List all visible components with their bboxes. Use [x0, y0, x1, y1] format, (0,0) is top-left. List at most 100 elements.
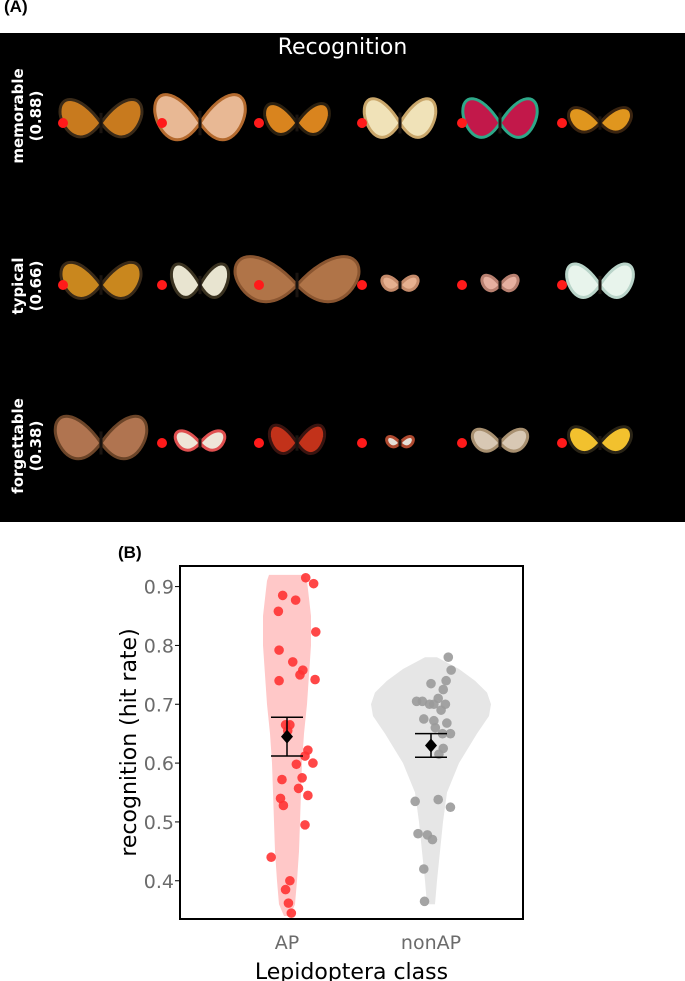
red-fixation-dot — [557, 438, 567, 448]
data-point — [311, 627, 321, 637]
data-point — [443, 652, 454, 662]
butterfly-thumbnail — [565, 262, 635, 299]
data-point — [445, 728, 456, 739]
data-point — [419, 864, 429, 874]
y-axis-label: recognition (hit rate) — [117, 628, 142, 856]
data-point — [278, 800, 289, 811]
data-point — [300, 751, 310, 761]
data-point — [430, 722, 441, 733]
data-point — [291, 759, 302, 770]
butterfly-thumbnail — [470, 427, 530, 453]
butterfly-thumbnail — [153, 93, 247, 141]
data-point — [427, 834, 438, 845]
red-fixation-dot — [457, 280, 467, 290]
butterfly-thumbnail — [480, 273, 520, 293]
data-point — [413, 828, 423, 839]
violin-chart: 0.4 0.5 0.6 0.7 0.8 0.9 AP nonAP Lepidoptera cla… — [117, 565, 524, 981]
butterfly-thumbnail — [380, 274, 420, 292]
data-point — [280, 884, 291, 895]
row-label-score: (0.38) — [27, 420, 45, 472]
x-tick-label: AP — [275, 932, 299, 954]
butterfly-thumbnail — [567, 425, 633, 455]
figure-title: Recognition — [277, 35, 408, 60]
data-point — [419, 714, 429, 724]
data-point — [285, 875, 295, 886]
data-point — [266, 852, 276, 863]
data-point — [277, 774, 287, 785]
data-point — [287, 657, 298, 667]
data-point — [410, 796, 420, 807]
red-fixation-dot — [457, 118, 467, 128]
panel-a-label: (A) — [4, 0, 28, 16]
row-label-text: memorable — [9, 68, 27, 164]
butterfly-thumbnail — [53, 414, 149, 461]
data-point — [303, 790, 313, 801]
butterfly-thumbnail — [169, 262, 231, 299]
data-point — [426, 678, 436, 689]
row-label-text: typical — [9, 257, 27, 315]
y-tick-label: 0.9 — [144, 577, 174, 599]
data-point — [446, 665, 456, 675]
butterfly-thumbnail — [362, 97, 438, 139]
data-point — [308, 758, 318, 768]
violin-nonAP — [371, 657, 491, 905]
red-fixation-dot — [58, 118, 68, 128]
butterfly-thumbnail — [267, 423, 327, 455]
red-fixation-dot — [357, 280, 367, 290]
red-fixation-dot — [457, 438, 467, 448]
y-tick-label: 0.7 — [144, 694, 174, 716]
panel-b-label: (B) — [118, 543, 142, 562]
butterfly-thumbnail — [567, 106, 633, 134]
data-point — [433, 794, 444, 805]
red-fixation-dot — [254, 280, 264, 290]
data-point — [429, 699, 439, 710]
y-tick-label: 0.4 — [144, 871, 174, 893]
data-point — [308, 578, 319, 589]
butterfly-thumbnail — [385, 435, 415, 449]
row-label-score: (0.88) — [27, 90, 45, 142]
butterfly-grid-panel — [0, 33, 685, 522]
butterfly-thumbnail — [233, 255, 361, 304]
data-point — [300, 572, 311, 583]
row-label-forgettable: forgettable (0.38) — [9, 381, 45, 511]
data-point — [277, 590, 288, 601]
data-point — [274, 675, 284, 686]
data-point — [286, 908, 297, 918]
red-fixation-dot — [357, 438, 367, 448]
red-fixation-dot — [357, 118, 367, 128]
data-point — [445, 802, 456, 813]
red-fixation-dot — [157, 438, 167, 448]
butterfly-grid — [53, 93, 635, 461]
row-label-score: (0.66) — [27, 260, 45, 312]
red-fixation-dot — [557, 118, 567, 128]
data-point — [274, 645, 284, 655]
data-point — [310, 674, 320, 685]
butterfly-thumbnail — [263, 102, 331, 136]
row-label-typical: typical (0.66) — [9, 221, 45, 351]
red-fixation-dot — [557, 280, 567, 290]
x-tick-label: nonAP — [401, 932, 461, 954]
data-point — [442, 718, 452, 728]
data-point — [297, 773, 307, 783]
mean-marker — [281, 729, 293, 744]
y-tick-label: 0.5 — [144, 812, 174, 834]
red-fixation-dot — [157, 118, 167, 128]
red-fixation-dot — [254, 438, 264, 448]
y-tick-label: 0.6 — [144, 753, 174, 775]
data-point — [440, 699, 451, 710]
data-point — [419, 896, 430, 907]
data-point — [295, 670, 305, 680]
data-point — [290, 595, 301, 605]
butterfly-thumbnail — [58, 98, 144, 139]
row-label-text: forgettable — [9, 398, 27, 494]
mean-marker — [425, 738, 437, 753]
red-fixation-dot — [157, 280, 167, 290]
data-point — [293, 783, 304, 794]
butterfly-thumbnail — [59, 260, 143, 300]
row-label-memorable: memorable (0.88) — [9, 51, 45, 181]
x-axis-label: Lepidoptera class — [255, 960, 448, 981]
data-point — [300, 820, 310, 830]
butterfly-thumbnail — [461, 97, 539, 139]
butterfly-thumbnail — [173, 429, 227, 452]
plot-frame — [179, 565, 524, 920]
